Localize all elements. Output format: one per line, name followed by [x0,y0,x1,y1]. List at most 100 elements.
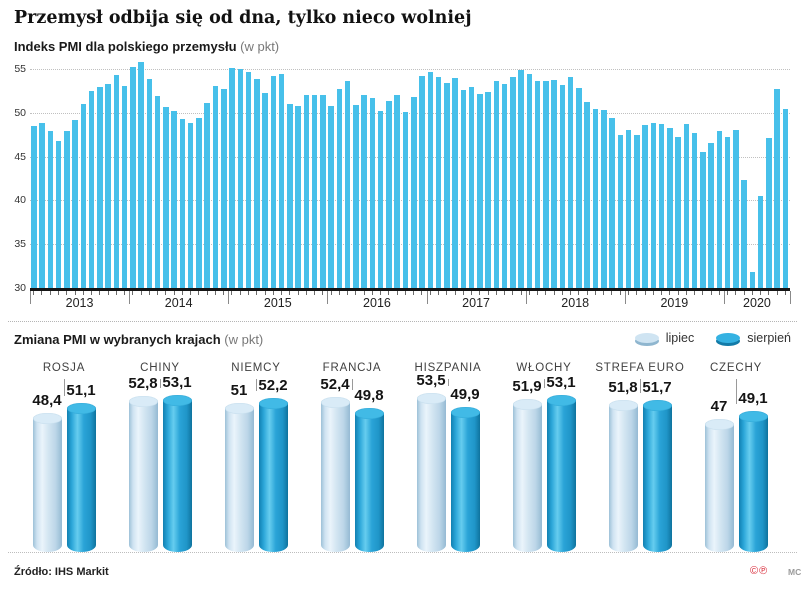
bar-month-27 [254,78,260,289]
country-group-hiszpania: HISZPANIA 53,5 49,9 [400,358,496,552]
bar-month-17 [171,111,177,289]
bar-month-28 [262,92,268,289]
month-tick [223,291,225,295]
month-tick [561,291,563,295]
bar-month-45 [402,112,409,289]
month-tick [49,291,51,295]
cylinder-dark-sierpień [354,407,384,552]
bar-month-72 [625,129,632,289]
value-label: 51 [230,382,248,399]
bar-month-15 [154,96,161,289]
month-tick [578,291,580,295]
gridline-35 [30,244,790,246]
month-tick [115,291,117,295]
bar-month-84 [724,136,731,289]
bar-month-61 [534,81,541,289]
y-axis-tick-30: 30 [14,282,26,294]
month-tick [82,291,84,295]
value-label: 53,1 [162,373,192,391]
gridline-50 [30,112,790,114]
cylinder-chart-baseline [8,552,797,553]
year-label-2013: 2013 [65,296,94,310]
month-tick [611,291,613,295]
bar-month-33 [303,94,310,289]
cylinder-dark-sierpień [258,398,288,552]
cylinder-dark-sierpień [66,402,96,552]
pmi-poland-bar-chart: 55 50 45 40 35 30 2013 2014 2015 2016 2017 2018 2019… [0,58,805,313]
country-label: NIEMCY [231,362,281,374]
month-tick [512,291,514,295]
month-tick [685,291,687,295]
year-label-2015: 2015 [263,296,292,310]
bar-month-4 [64,131,70,289]
month-tick [718,291,720,295]
month-tick [289,291,291,295]
cylinder-light-lipiec [224,403,254,552]
bar-month-8 [97,86,103,289]
bar-month-71 [617,134,624,289]
month-tick [545,291,547,295]
bar-month-37 [336,89,343,289]
month-tick [627,291,629,295]
bar-month-52 [460,90,467,289]
month-tick [305,291,307,295]
month-tick [256,291,258,295]
bar-month-51 [452,77,458,289]
month-tick [190,291,192,295]
month-tick [462,291,464,295]
month-tick [413,291,415,295]
cylinder-dark-sierpień [162,394,192,552]
month-tick [272,291,274,295]
month-tick [487,291,489,295]
bar-month-11 [121,85,128,289]
bar-month-35 [320,95,326,289]
month-tick [33,291,35,295]
bar-month-85 [733,129,739,289]
label-connector-line [640,379,641,393]
bar-month-42 [377,111,384,289]
country-label: ROSJA [42,362,86,374]
value-label: 52,8 [128,374,158,392]
bar-month-48 [427,71,434,289]
value-label: 51,7 [642,379,672,397]
page-title: Przemysł odbija się od dna, tylko nieco … [14,8,472,28]
bar-month-70 [609,118,615,289]
label-connector-line [256,379,257,392]
label-connector-line [352,379,353,391]
month-tick [157,291,159,295]
month-tick [239,291,241,295]
y-axis-tick-40: 40 [14,194,26,207]
year-label-2018: 2018 [561,296,590,310]
month-tick [148,291,150,295]
bar-month-34 [311,95,318,289]
top-chart-unit: (w pkt) [240,39,280,54]
value-label: 49,1 [738,389,768,407]
bar-month-41 [369,98,376,289]
bar-month-22 [212,85,219,289]
pmi-poland-plot-area: 55 50 45 40 35 30 2013 2014 2015 2016 2017 2018 2019… [14,62,791,310]
top-chart-title: Indeks PMI dla polskiego przemysłu (w pk… [14,39,279,54]
bar-month-19 [187,122,194,289]
bar-month-64 [559,84,566,289]
cylinder-light-lipiec [704,419,734,552]
value-label: 51,1 [66,381,96,399]
bar-month-82 [708,142,714,289]
month-tick [338,291,340,295]
month-tick [41,291,43,295]
year-boundary-tick [30,291,31,304]
bar-month-65 [567,77,574,289]
pmi-countries-cylinder-chart: ROSJA 48,4 51,1 CHINY 52,8 53,1 NIEMCY 51 52,2 FR… [0,358,805,552]
bar-month-49 [435,77,442,289]
year-boundary-tick [327,291,329,304]
month-tick [669,291,671,295]
bar-month-58 [510,77,516,289]
month-tick [652,291,654,295]
country-label: WŁOCHY [516,362,572,374]
bar-month-66 [576,88,582,289]
month-tick [751,291,753,295]
label-connector-line [736,379,737,404]
label-connector-line [160,379,161,388]
month-tick [735,291,737,295]
y-axis-tick-55: 55 [14,63,26,75]
year-boundary-tick [426,291,428,304]
